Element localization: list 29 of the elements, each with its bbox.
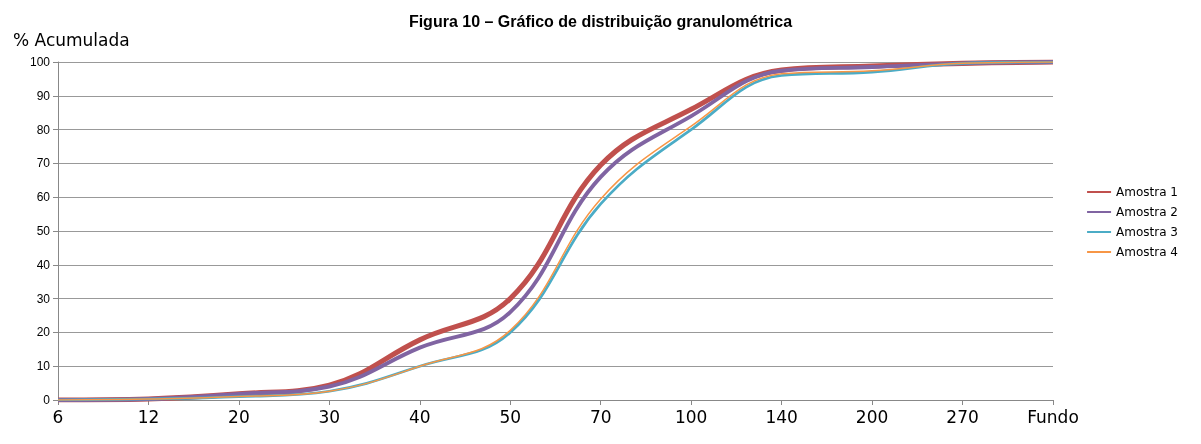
y-axis-title: % Acumulada: [13, 29, 130, 50]
x-tick-label: 100: [674, 406, 708, 427]
x-tick-label: 140: [765, 406, 798, 427]
y-tick-label: 10: [36, 359, 51, 374]
legend-label: Amostra 3: [1116, 225, 1178, 239]
y-tick-label: 0: [43, 393, 51, 407]
x-tick-label: 200: [855, 406, 889, 427]
x-tick-label: 6: [52, 406, 64, 427]
x-tick-label: 50: [499, 406, 522, 427]
y-tick-label: 50: [36, 224, 51, 238]
y-tick-label: 60: [36, 190, 51, 205]
legend-label: Amostra 2: [1116, 205, 1178, 219]
chart-title: Figura 10 – Gráfico de distribuição granulométrica: [408, 12, 793, 30]
x-tick-label: 40: [409, 406, 431, 427]
y-tick-label: 100: [29, 55, 51, 69]
x-tick-label: 270: [946, 406, 979, 427]
x-tick-label: 12: [137, 406, 160, 427]
y-tick-label: 20: [36, 325, 51, 340]
legend-label: Amostra 4: [1116, 245, 1178, 259]
y-tick-label: 90: [36, 88, 51, 103]
y-tick-label: 80: [36, 122, 51, 137]
x-tick-label: 20: [228, 406, 250, 427]
y-tick-label: 40: [36, 257, 51, 272]
x-tick-label: 70: [589, 406, 612, 427]
legend-label: Amostra 1: [1116, 185, 1178, 199]
y-tick-label: 30: [36, 291, 51, 306]
x-tick-label: Fundo: [1027, 406, 1079, 427]
y-tick-label: 70: [36, 156, 51, 171]
x-tick-label: 30: [318, 406, 341, 427]
